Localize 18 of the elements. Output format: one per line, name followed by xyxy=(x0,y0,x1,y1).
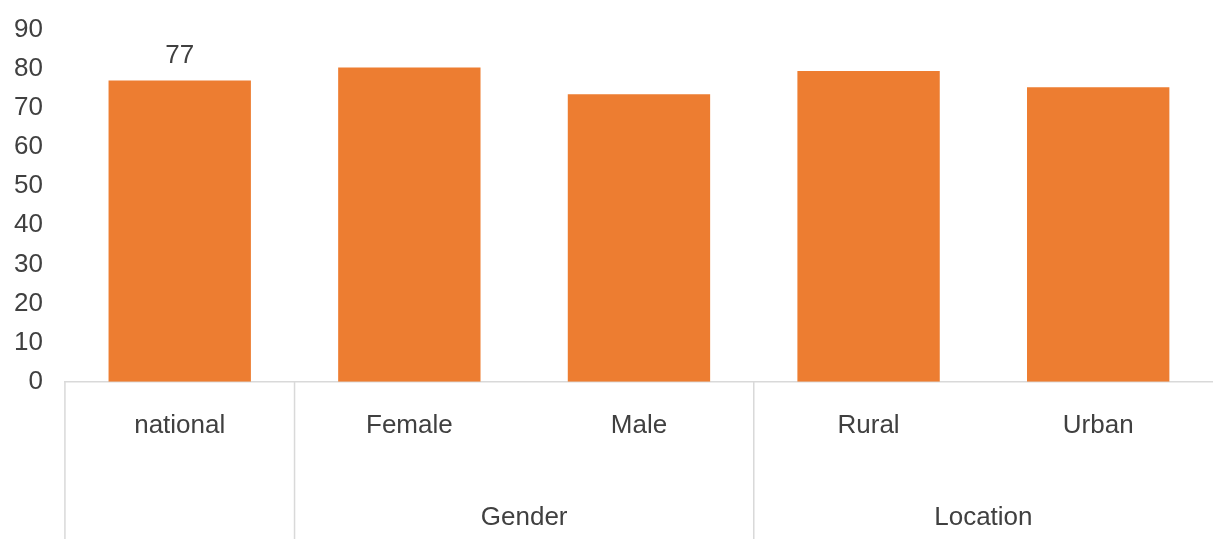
y-tick-label: 0 xyxy=(28,364,43,395)
x-tick-label: Rural xyxy=(837,408,900,439)
x-tick-label: Female xyxy=(365,408,453,439)
x-tick-label: national xyxy=(134,408,226,439)
x-tick-label: Urban xyxy=(1062,408,1134,439)
text: Location xyxy=(934,501,1033,532)
y-tick-label: 50 xyxy=(14,169,43,200)
text: Gender xyxy=(480,501,568,532)
data-label: 77 xyxy=(165,38,195,69)
y-tick-label: 20 xyxy=(14,286,43,317)
y-tick-label: 60 xyxy=(14,130,43,161)
y-tick-label: 90 xyxy=(14,12,43,43)
y-tick-label: 30 xyxy=(14,247,43,278)
x-tick-label: Male xyxy=(610,408,668,439)
y-tick-label: 80 xyxy=(14,51,43,82)
y-tick-label: 10 xyxy=(14,325,43,356)
y-tick-label: 70 xyxy=(14,91,43,122)
y-tick-label: 40 xyxy=(14,208,43,239)
